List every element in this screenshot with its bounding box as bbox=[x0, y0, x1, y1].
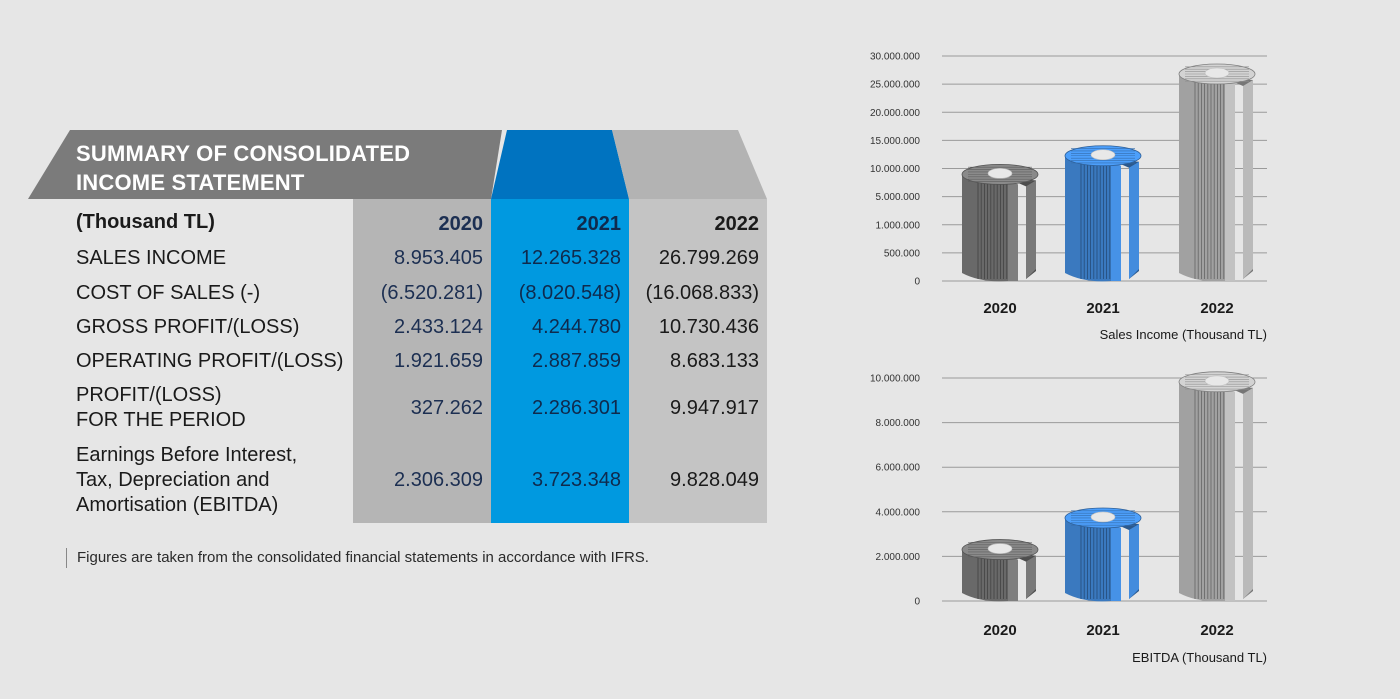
y-tick-label: 0 bbox=[914, 597, 920, 608]
table-cell: 8.683.133 bbox=[670, 350, 759, 372]
column-2021-bg bbox=[491, 199, 629, 523]
x-category-label: 2022 bbox=[1200, 622, 1233, 639]
y-tick-label: 15.000.000 bbox=[870, 136, 920, 147]
y-tick-label: 500.000 bbox=[884, 248, 921, 259]
table-cell: 10.730.436 bbox=[658, 316, 759, 338]
y-tick-label: 5.000.000 bbox=[876, 192, 921, 203]
table-cell: 3.723.348 bbox=[532, 469, 621, 491]
table-cell: 2.286.301 bbox=[532, 397, 621, 419]
row-label-cost-of-sales: COST OF SALES (-) bbox=[76, 282, 261, 304]
x-category-label: 2020 bbox=[983, 622, 1016, 639]
row-label-line: Earnings Before Interest, bbox=[76, 444, 298, 466]
y-tick-label: 8.000.000 bbox=[876, 418, 921, 429]
row-label-line: FOR THE PERIOD bbox=[76, 409, 246, 431]
row-label-sales-income: SALES INCOME bbox=[76, 247, 227, 269]
column-2022-bg bbox=[629, 199, 767, 523]
y-tick-label: 4.000.000 bbox=[876, 507, 921, 518]
row-label-profit-for-period: PROFIT/(LOSS) FOR THE PERIOD bbox=[76, 383, 336, 433]
year-header-2022: 2022 bbox=[714, 213, 760, 235]
bar-2022 bbox=[1178, 371, 1256, 602]
row-label-line: PROFIT/(LOSS) bbox=[76, 384, 222, 406]
table-cell: 2.306.309 bbox=[394, 469, 483, 491]
bar-2020 bbox=[961, 163, 1039, 282]
x-category-label: 2021 bbox=[1086, 300, 1119, 317]
table-banner bbox=[28, 130, 767, 199]
y-tick-label: 0 bbox=[914, 277, 920, 288]
unit-label: (Thousand TL) bbox=[76, 211, 215, 233]
bar-2020 bbox=[961, 539, 1039, 602]
y-tick-label: 10.000.000 bbox=[870, 164, 920, 175]
y-tick-label: 30.000.000 bbox=[870, 52, 920, 63]
table-cell: 4.244.780 bbox=[532, 316, 621, 338]
table-cell: (8.020.548) bbox=[518, 282, 621, 304]
note-divider bbox=[66, 548, 67, 568]
y-tick-label: 1.000.000 bbox=[876, 220, 921, 231]
ebitda-chart: 10.000.000 8.000.000 6.000.000 4.000.000 2.0… bbox=[870, 371, 1267, 665]
table-cell: 2.433.124 bbox=[394, 316, 483, 338]
banner-light-shape bbox=[612, 130, 767, 199]
table-title-line1: SUMMARY OF CONSOLIDATED bbox=[76, 141, 411, 166]
table-cell: 1.921.659 bbox=[394, 350, 483, 372]
y-tick-label: 2.000.000 bbox=[876, 552, 921, 563]
table-cell: 8.953.405 bbox=[394, 247, 483, 269]
table-cell: (16.068.833) bbox=[645, 282, 759, 304]
x-category-label: 2022 bbox=[1200, 300, 1233, 317]
table-cell: 9.947.917 bbox=[670, 397, 759, 419]
row-label-line: Amortisation (EBITDA) bbox=[76, 494, 279, 516]
table-cell: 9.828.049 bbox=[670, 469, 759, 491]
year-header-2020: 2020 bbox=[438, 213, 484, 235]
row-label-line: Tax, Depreciation and bbox=[76, 469, 270, 491]
row-label-gross-profit: GROSS PROFIT/(LOSS) bbox=[76, 316, 300, 338]
banner-blue-shape bbox=[491, 130, 629, 199]
footnote: Figures are taken from the consolidated … bbox=[77, 549, 649, 566]
y-tick-label: 6.000.000 bbox=[876, 463, 921, 474]
bar-2022 bbox=[1178, 63, 1256, 282]
row-label-operating-profit: OPERATING PROFIT/(LOSS) bbox=[76, 350, 344, 372]
year-header-2021: 2021 bbox=[576, 213, 622, 235]
table-cell: 2.887.859 bbox=[532, 350, 621, 372]
y-tick-label: 25.000.000 bbox=[870, 80, 920, 91]
table-cell: 327.262 bbox=[410, 397, 483, 419]
y-tick-label: 20.000.000 bbox=[870, 108, 920, 119]
x-category-label: 2020 bbox=[983, 300, 1016, 317]
chart-title: EBITDA (Thousand TL) bbox=[1132, 650, 1267, 665]
y-tick-label: 10.000.000 bbox=[870, 374, 920, 385]
x-category-label: 2021 bbox=[1086, 622, 1119, 639]
bar-2021 bbox=[1064, 507, 1142, 602]
table-cell: (6.520.281) bbox=[380, 282, 483, 304]
banner-dark-shape bbox=[28, 130, 502, 199]
table-cell: 26.799.269 bbox=[658, 247, 759, 269]
bar-2021 bbox=[1064, 145, 1142, 282]
table-title: SUMMARY OF CONSOLIDATED INCOME STATEMENT bbox=[76, 139, 496, 197]
chart-title: Sales Income (Thousand TL) bbox=[1100, 327, 1267, 342]
sales-income-chart: 30.000.000 25.000.000 20.000.000 15.000.000… bbox=[870, 52, 1267, 342]
column-2020-bg bbox=[353, 199, 491, 523]
table-title-line2: INCOME STATEMENT bbox=[76, 170, 305, 195]
row-label-ebitda: Earnings Before Interest, Tax, Depreciat… bbox=[76, 443, 336, 518]
table-cell: 12.265.328 bbox=[520, 247, 621, 269]
